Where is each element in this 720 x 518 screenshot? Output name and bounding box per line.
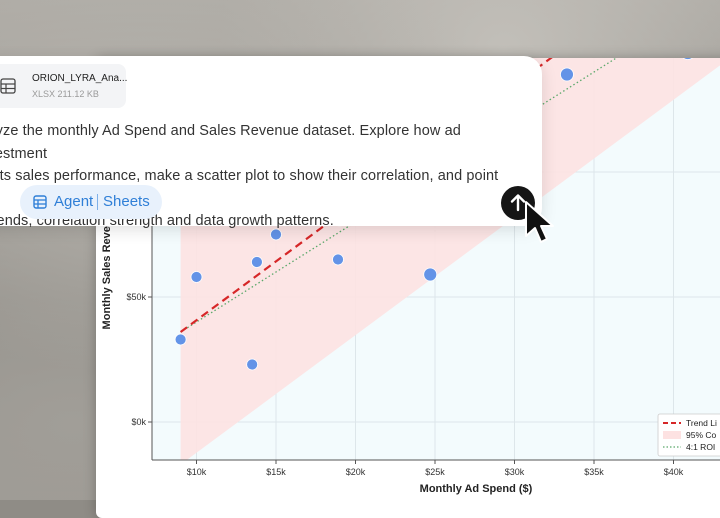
arrow-up-icon <box>510 194 526 212</box>
data-point <box>246 358 259 371</box>
data-point <box>682 58 693 60</box>
data-point <box>332 253 344 266</box>
chat-message-card: ORION_LYRA_Ana... XLSX 211.12 KB nalyze … <box>0 56 542 229</box>
x-tick-label: $25k <box>425 467 445 477</box>
sheets-label: Sheets <box>103 193 150 210</box>
data-point <box>174 333 187 346</box>
attachment-file-name: ORION_LYRA_Ana... <box>32 73 128 84</box>
legend-entry-label: 95% Co <box>686 430 717 440</box>
agent-sheets-pill[interactable]: Agent Sheets <box>20 185 162 219</box>
spreadsheet-icon <box>0 78 16 94</box>
x-tick-label: $10k <box>187 467 207 477</box>
x-tick-label: $35k <box>584 467 604 477</box>
y-tick-label: $0k <box>131 417 146 427</box>
data-point <box>423 267 438 282</box>
prompt-text: nalyze the monthly Ad Spend and Sales Re… <box>0 123 499 229</box>
x-axis-label: Monthly Ad Spend ($) <box>420 483 533 495</box>
legend-entry-label: Trend Li <box>686 418 717 428</box>
agent-label: Agent <box>54 193 94 210</box>
attachment-chip[interactable]: ORION_LYRA_Ana... XLSX 211.12 KB <box>0 64 128 108</box>
data-point <box>560 67 574 82</box>
attachment-file-meta: XLSX 211.12 KB <box>32 89 99 99</box>
x-tick-label: $30k <box>505 467 525 477</box>
y-axis-label: Monthly Sales Revenue <box>101 207 113 330</box>
data-point <box>270 228 282 241</box>
legend-swatch <box>663 431 681 439</box>
data-point <box>190 271 203 283</box>
data-point <box>251 256 263 268</box>
y-tick-label: $50k <box>126 292 146 302</box>
x-tick-label: $15k <box>266 467 286 477</box>
sheet-grid-icon <box>33 195 47 209</box>
pill-divider <box>97 194 98 210</box>
mouse-cursor-icon <box>525 201 554 243</box>
legend-box <box>657 413 720 457</box>
legend-entry-label: 4:1 ROI <box>686 442 715 452</box>
x-tick-label: $20k <box>346 467 366 477</box>
x-tick-label: $40k <box>664 467 684 477</box>
